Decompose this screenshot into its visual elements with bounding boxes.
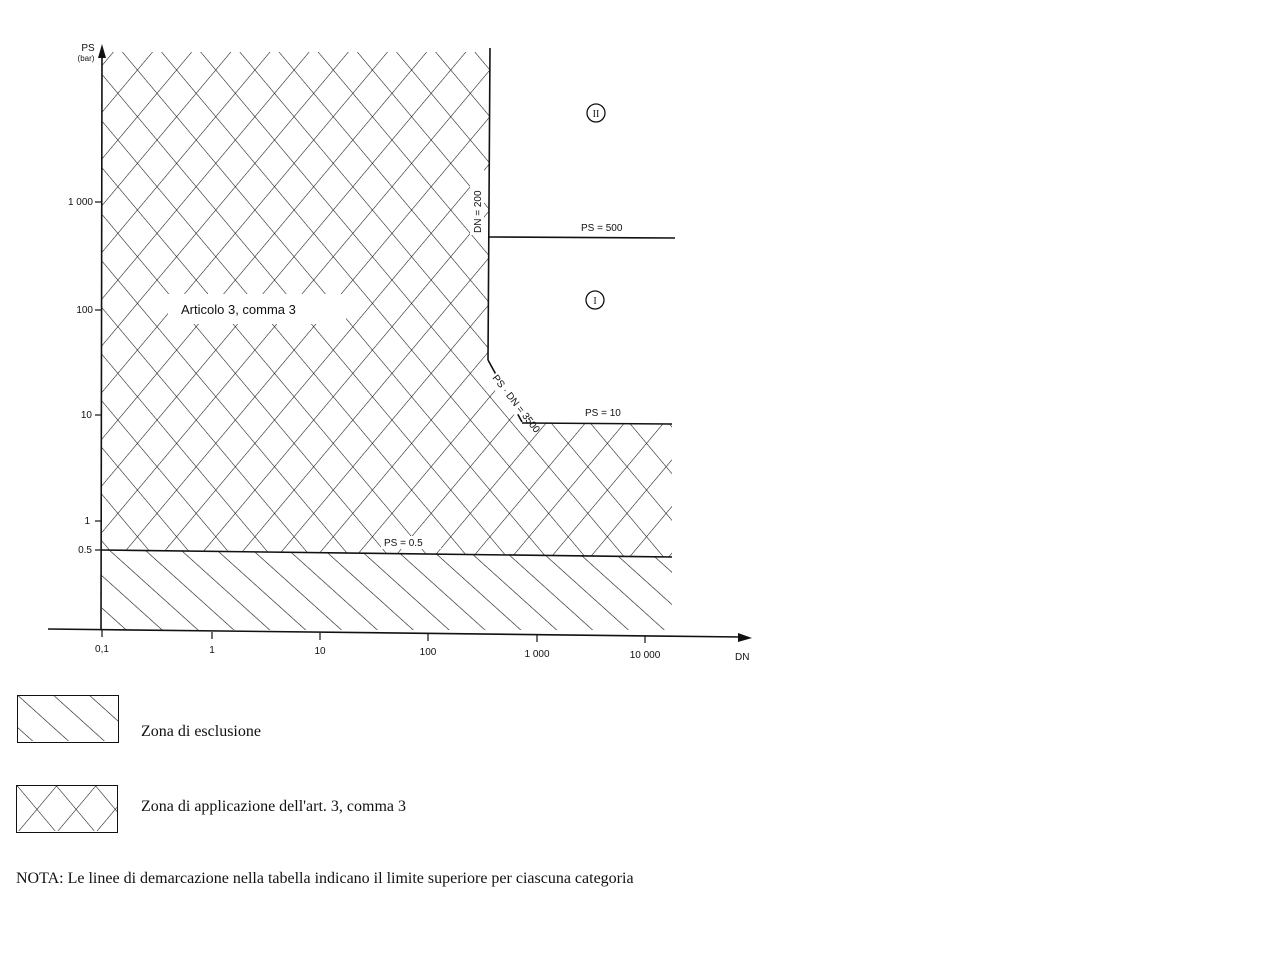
x-tick-10: 10 [314,633,326,657]
y-tick-1000: 1 000 [68,197,102,208]
svg-text:0.5: 0.5 [78,545,92,556]
y-tick-100: 100 [76,305,102,316]
y-axis [100,51,103,631]
article-3-zone [102,52,672,557]
legend-label-exclusion: Zona di esclusione [141,723,261,740]
y-axis-unit: (bar) [78,54,95,63]
y-tick-10: 10 [81,410,102,421]
y-axis-label: PS [81,43,95,54]
legend-swatch-exclusion-pattern [18,696,118,741]
exclusion-zone [102,550,672,630]
x-tick-100: 100 [420,634,437,658]
svg-text:II: II [593,109,600,120]
svg-text:10: 10 [314,646,326,657]
y-tick-1: 1 [84,516,102,527]
label-ps-500: PS = 500 [581,223,623,234]
x-tick-0-1: 0,1 [95,630,109,655]
svg-text:1: 1 [84,516,90,527]
line-ps-0-5 [101,549,673,558]
svg-text:100: 100 [420,647,437,658]
x-axis [47,628,743,638]
legend-swatch-exclusion [17,695,119,743]
legend-swatch-article3 [16,785,118,833]
x-tick-10000: 10 000 [630,636,661,661]
svg-text:100: 100 [76,305,93,316]
svg-text:0,1: 0,1 [95,644,109,655]
y-tick-0-5: 0.5 [78,545,102,556]
zone-label-bg [168,294,346,324]
svg-text:10 000: 10 000 [630,650,661,661]
x-axis-arrow [738,633,752,642]
svg-text:1 000: 1 000 [68,197,93,208]
category-II-marker: II [586,103,606,123]
svg-text:1 000: 1 000 [524,649,549,660]
note-text: NOTA: Le linee di demarcazione nella tab… [16,870,634,887]
svg-text:I: I [593,296,596,307]
label-ps-0-5: PS = 0.5 [384,538,423,549]
label-ps-10: PS = 10 [585,408,621,419]
x-axis-label: DN [735,652,749,663]
legend-label-article3: Zona di applicazione dell'art. 3, comma … [141,798,407,815]
line-ps-500 [487,236,676,239]
line-ps-10 [521,422,673,425]
boundary-dn-200 [487,47,491,361]
category-I-marker: I [585,290,605,310]
label-dn-200: DN = 200 [473,190,484,233]
chart-area: Articolo 3, comma 3 DN = 200 PS = 500 PS… [47,43,752,663]
x-tick-1: 1 [209,632,215,656]
y-axis-arrow [98,44,106,58]
svg-text:10: 10 [81,410,93,421]
svg-text:1: 1 [209,645,215,656]
zone-label: Articolo 3, comma 3 [181,302,296,317]
legend-swatch-article3-pattern [17,786,117,831]
x-tick-1000: 1 000 [524,635,550,660]
